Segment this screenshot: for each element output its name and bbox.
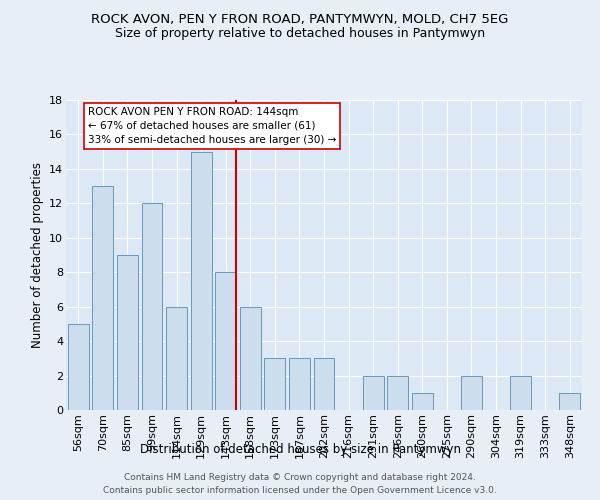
Text: ROCK AVON, PEN Y FRON ROAD, PANTYMWYN, MOLD, CH7 5EG: ROCK AVON, PEN Y FRON ROAD, PANTYMWYN, M…: [91, 12, 509, 26]
Bar: [314, 358, 334, 410]
Bar: [412, 393, 433, 410]
Bar: [289, 358, 310, 410]
Bar: [92, 186, 113, 410]
Bar: [387, 376, 408, 410]
Y-axis label: Number of detached properties: Number of detached properties: [31, 162, 44, 348]
Text: Contains public sector information licensed under the Open Government Licence v3: Contains public sector information licen…: [103, 486, 497, 495]
Bar: [265, 358, 286, 410]
Bar: [117, 255, 138, 410]
Text: Distribution of detached houses by size in Pantymwyn: Distribution of detached houses by size …: [139, 442, 461, 456]
Bar: [166, 306, 187, 410]
Bar: [142, 204, 163, 410]
Bar: [559, 393, 580, 410]
Bar: [240, 306, 261, 410]
Text: Contains HM Land Registry data © Crown copyright and database right 2024.: Contains HM Land Registry data © Crown c…: [124, 472, 476, 482]
Bar: [510, 376, 531, 410]
Bar: [191, 152, 212, 410]
Bar: [68, 324, 89, 410]
Bar: [215, 272, 236, 410]
Text: Size of property relative to detached houses in Pantymwyn: Size of property relative to detached ho…: [115, 28, 485, 40]
Bar: [362, 376, 383, 410]
Text: ROCK AVON PEN Y FRON ROAD: 144sqm
← 67% of detached houses are smaller (61)
33% : ROCK AVON PEN Y FRON ROAD: 144sqm ← 67% …: [88, 107, 337, 145]
Bar: [461, 376, 482, 410]
